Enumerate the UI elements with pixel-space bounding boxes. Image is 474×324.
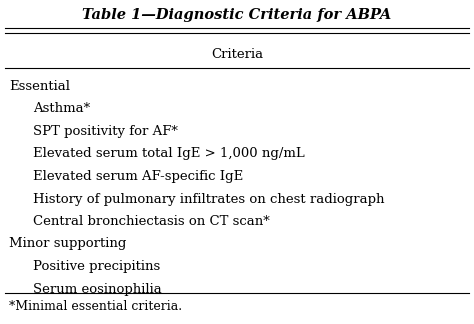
Text: Elevated serum total IgE > 1,000 ng/mL: Elevated serum total IgE > 1,000 ng/mL xyxy=(33,147,305,160)
Text: Elevated serum AF-specific IgE: Elevated serum AF-specific IgE xyxy=(33,170,244,183)
Text: Asthma*: Asthma* xyxy=(33,102,91,115)
Text: History of pulmonary infiltrates on chest radiograph: History of pulmonary infiltrates on ches… xyxy=(33,192,385,205)
Text: Serum eosinophilia: Serum eosinophilia xyxy=(33,283,162,295)
Text: Minor supporting: Minor supporting xyxy=(9,237,127,250)
Text: *Minimal essential criteria.: *Minimal essential criteria. xyxy=(9,300,182,313)
Text: SPT positivity for AF*: SPT positivity for AF* xyxy=(33,125,178,138)
Text: Table 1—Diagnostic Criteria for ABPA: Table 1—Diagnostic Criteria for ABPA xyxy=(82,8,392,22)
Text: Positive precipitins: Positive precipitins xyxy=(33,260,160,273)
Text: Criteria: Criteria xyxy=(211,48,263,61)
Text: Central bronchiectasis on CT scan*: Central bronchiectasis on CT scan* xyxy=(33,215,270,228)
Text: Essential: Essential xyxy=(9,80,71,93)
